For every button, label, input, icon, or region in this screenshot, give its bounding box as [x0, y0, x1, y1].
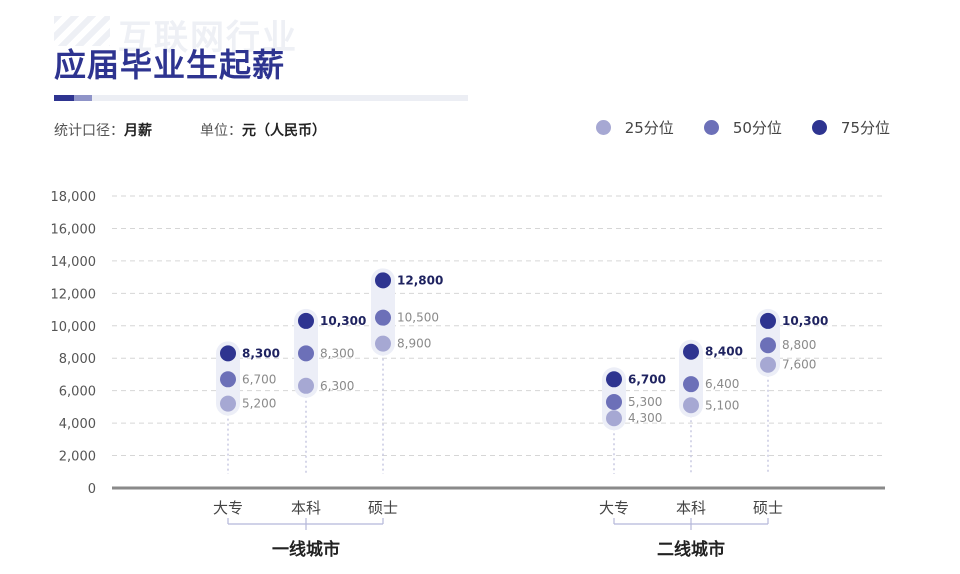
- point-p75: [298, 312, 314, 329]
- data-label-p25: 8,900: [397, 337, 431, 351]
- y-tick-label: 6,000: [59, 385, 96, 400]
- point-p75: [606, 371, 622, 388]
- y-tick-label: 12,000: [51, 287, 97, 302]
- category-label: 大专: [213, 499, 243, 517]
- page-title: 应届毕业生起薪: [54, 46, 286, 84]
- stat-caliber-label: 统计口径：: [54, 123, 124, 139]
- data-label-p25: 4,300: [628, 411, 662, 425]
- y-tick-label: 14,000: [51, 255, 97, 270]
- legend-dot-p50: [703, 120, 719, 135]
- watermark-text: 互联网行业: [118, 18, 298, 58]
- data-label-p75: 6,700: [628, 372, 666, 386]
- y-tick-label: 0: [88, 482, 96, 497]
- legend-dot-p75: [811, 120, 827, 135]
- data-label-p75: 12,800: [397, 273, 443, 287]
- unit-value: 元（人民币）: [242, 123, 326, 139]
- legend: 25分位 50分位 75分位: [595, 117, 890, 138]
- unit-info: 单位：元（人民币）: [200, 120, 326, 140]
- point-p50: [606, 394, 622, 411]
- data-label-p25: 7,600: [782, 358, 816, 372]
- data-label-p25: 6,300: [320, 379, 354, 393]
- point-p25: [760, 356, 776, 373]
- data-label-p25: 5,200: [242, 397, 276, 411]
- point-p25: [683, 397, 699, 414]
- point-p50: [375, 309, 391, 326]
- group-label: 二线城市: [657, 539, 725, 560]
- data-label-p75: 10,300: [782, 314, 828, 328]
- title-underline: [54, 95, 468, 101]
- point-p25: [220, 395, 236, 412]
- category-label: 本科: [676, 499, 706, 517]
- point-p75: [220, 345, 236, 362]
- point-p25: [606, 410, 622, 427]
- legend-item-p25: 25分位: [595, 117, 674, 138]
- category-label: 硕士: [368, 499, 398, 517]
- y-tick-label: 4,000: [59, 417, 96, 432]
- data-label-p50: 8,300: [320, 346, 354, 360]
- y-tick-label: 18,000: [51, 190, 97, 205]
- group-label: 一线城市: [272, 539, 340, 560]
- title-underline-accent-light: [74, 95, 92, 101]
- point-p75: [683, 343, 699, 360]
- data-label-p50: 6,400: [705, 377, 739, 391]
- legend-item-p75: 75分位: [811, 117, 890, 138]
- point-p75: [375, 272, 391, 289]
- point-p25: [298, 377, 314, 394]
- legend-item-p50: 50分位: [703, 117, 782, 138]
- y-tick-label: 10,000: [51, 320, 97, 335]
- data-label-p50: 8,800: [782, 338, 816, 352]
- point-p50: [298, 345, 314, 362]
- legend-label-p75: 75分位: [840, 119, 890, 137]
- data-label-p25: 5,100: [705, 398, 739, 412]
- unit-label: 单位：: [200, 123, 242, 139]
- data-label-p75: 8,300: [242, 346, 280, 360]
- decorative-hatch: [54, 16, 110, 46]
- legend-label-p50: 50分位: [732, 119, 782, 137]
- stat-caliber-value: 月薪: [124, 123, 152, 139]
- data-label-p50: 6,700: [242, 372, 276, 386]
- point-p50: [220, 371, 236, 388]
- category-label: 大专: [599, 499, 629, 517]
- legend-dot-p25: [595, 120, 611, 135]
- data-label-p50: 5,300: [628, 395, 662, 409]
- point-p75: [760, 312, 776, 329]
- y-tick-label: 16,000: [51, 222, 97, 237]
- data-label-p50: 10,500: [397, 311, 439, 325]
- y-tick-label: 2,000: [59, 450, 96, 465]
- title-underline-accent: [54, 95, 74, 101]
- point-p50: [760, 337, 776, 354]
- data-label-p75: 8,400: [705, 345, 743, 359]
- point-p25: [375, 335, 391, 352]
- y-tick-label: 8,000: [59, 352, 96, 367]
- stat-caliber: 统计口径：月薪: [54, 120, 152, 140]
- legend-label-p25: 25分位: [624, 119, 674, 137]
- category-label: 硕士: [753, 499, 783, 517]
- point-p50: [683, 376, 699, 393]
- category-label: 本科: [291, 499, 321, 517]
- data-label-p75: 10,300: [320, 314, 366, 328]
